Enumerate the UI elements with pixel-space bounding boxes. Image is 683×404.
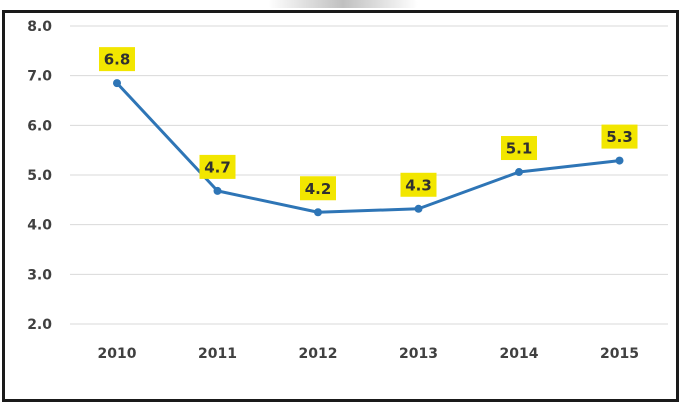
data-label: 6.8	[99, 47, 135, 72]
data-point	[314, 208, 322, 217]
data-point	[213, 186, 222, 195]
data-label-text: 4.2	[305, 180, 332, 198]
x-tick-label: 2012	[299, 346, 338, 362]
x-tick-label: 2011	[198, 346, 237, 362]
x-tick-label: 2014	[500, 346, 539, 362]
data-point	[615, 156, 624, 165]
y-tick-label: 4.0	[27, 218, 52, 234]
data-label-background	[400, 172, 437, 197]
blurred-chart-title	[268, 0, 418, 8]
series-layer	[113, 79, 624, 217]
data-label-background	[199, 154, 236, 179]
y-tick-label: 8.0	[27, 19, 52, 35]
data-label-text: 4.3	[405, 176, 432, 194]
data-label-background	[601, 124, 638, 149]
data-label-text: 6.8	[104, 51, 131, 69]
x-axis-tick-labels: 2010 2011 2012 2013 2014 2015	[98, 346, 639, 362]
data-label: 5.3	[601, 124, 638, 149]
data-label: 5.1	[501, 136, 537, 161]
y-tick-label: 5.0	[27, 168, 52, 184]
y-tick-label: 2.0	[27, 317, 52, 333]
data-label: 4.3	[400, 172, 437, 197]
data-point	[515, 168, 523, 177]
data-label-text: 5.1	[506, 140, 533, 158]
x-tick-label: 2015	[600, 346, 639, 362]
y-tick-label: 3.0	[27, 267, 52, 283]
data-labels: 6.8 4.7 4.2 4.3 5.1 5.3	[99, 47, 638, 201]
y-axis-tick-labels: 2.0 3.0 4.0 5.0 6.0 7.0 8.0	[27, 19, 52, 333]
data-label: 4.2	[300, 176, 336, 201]
data-point	[414, 204, 423, 213]
series-line	[115, 81, 621, 214]
data-label-text: 4.7	[204, 158, 231, 176]
data-label-background	[501, 136, 537, 161]
x-tick-label: 2010	[98, 346, 137, 362]
data-label: 4.7	[199, 154, 236, 179]
data-label-background	[300, 176, 336, 201]
data-label-text: 5.3	[606, 128, 633, 146]
data-point	[113, 79, 121, 88]
x-tick-label: 2013	[399, 346, 438, 362]
y-tick-label: 7.0	[27, 69, 52, 85]
gridlines	[70, 25, 668, 325]
data-label-background	[99, 47, 135, 72]
y-tick-label: 6.0	[27, 118, 52, 134]
